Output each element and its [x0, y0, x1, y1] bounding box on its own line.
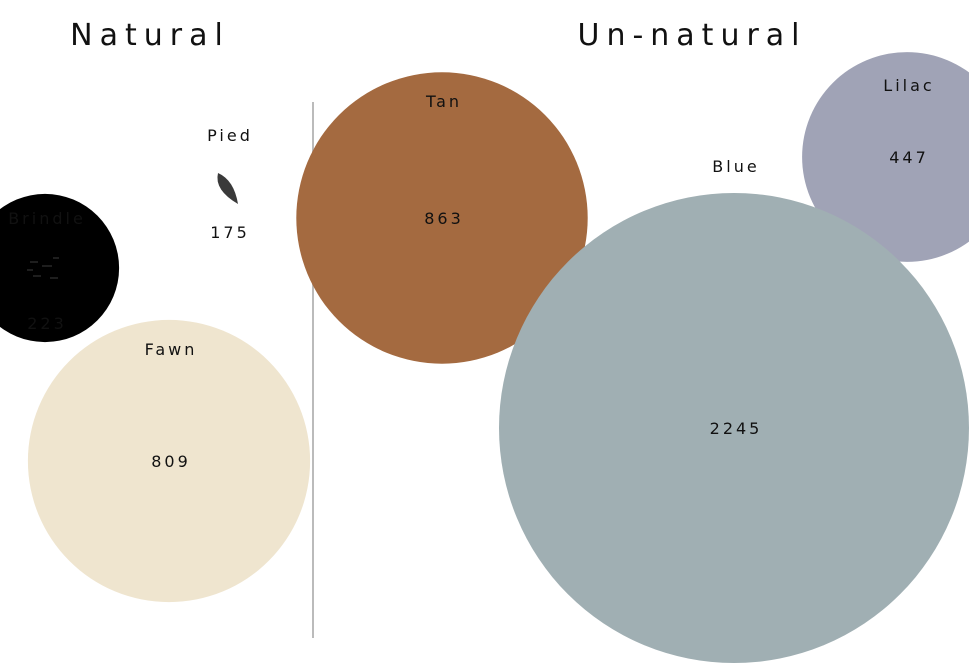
bubble-value-fawn: 809 — [151, 452, 191, 471]
bubble-label-lilac: Lilac — [883, 76, 934, 95]
bubble-value-blue: 2245 — [710, 419, 763, 438]
group-title-natural: Natural — [70, 18, 230, 53]
bubble-value-lilac: 447 — [889, 148, 929, 167]
bubble-label-tan: Tan — [425, 92, 462, 111]
group-title-unnatural: Un-natural — [577, 18, 806, 53]
bubble-lilac — [802, 52, 969, 262]
bubble-value-brindle: 223 — [27, 314, 67, 333]
bubble-label-pied: Pied — [207, 126, 253, 145]
bubble-brindle — [0, 193, 120, 343]
bubble-tan — [296, 72, 588, 364]
bubbles-layer: Pied 175 Brindle 223 Fawn 809 Tan 863 Lilac 447 Bl… — [0, 52, 969, 663]
bubble-label-fawn: Fawn — [145, 340, 198, 359]
bubble-value-tan: 863 — [424, 209, 464, 228]
bubble-value-pied: 175 — [210, 223, 250, 242]
bubble-fawn — [27, 319, 311, 603]
bubble-label-brindle: Brindle — [8, 209, 86, 228]
bubble-blue — [499, 193, 969, 663]
bubble-label-blue: Blue — [712, 157, 759, 176]
bubble-pied — [217, 173, 238, 204]
